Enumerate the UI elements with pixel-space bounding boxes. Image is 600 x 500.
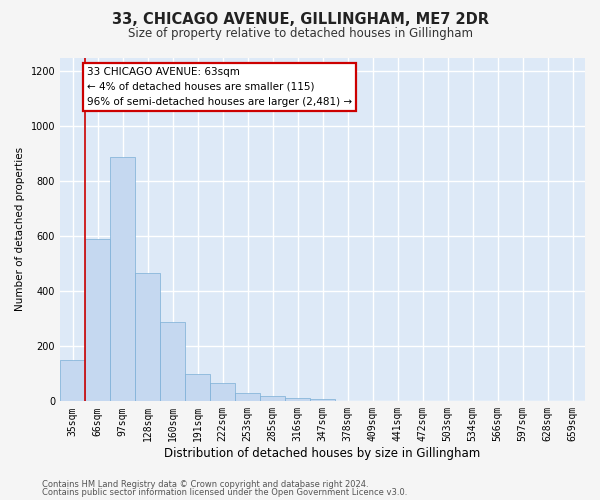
X-axis label: Distribution of detached houses by size in Gillingham: Distribution of detached houses by size … bbox=[164, 447, 481, 460]
Text: Contains public sector information licensed under the Open Government Licence v3: Contains public sector information licen… bbox=[42, 488, 407, 497]
Bar bbox=[235, 393, 260, 402]
Text: 33, CHICAGO AVENUE, GILLINGHAM, ME7 2DR: 33, CHICAGO AVENUE, GILLINGHAM, ME7 2DR bbox=[112, 12, 488, 26]
Bar bbox=[135, 274, 160, 402]
Bar bbox=[160, 322, 185, 402]
Bar bbox=[185, 374, 210, 402]
Bar bbox=[310, 398, 335, 402]
Bar bbox=[210, 384, 235, 402]
Bar bbox=[110, 156, 135, 402]
Bar bbox=[60, 360, 85, 402]
Text: 33 CHICAGO AVENUE: 63sqm
← 4% of detached houses are smaller (115)
96% of semi-d: 33 CHICAGO AVENUE: 63sqm ← 4% of detache… bbox=[87, 67, 352, 106]
Bar bbox=[260, 396, 285, 402]
Bar bbox=[85, 239, 110, 402]
Y-axis label: Number of detached properties: Number of detached properties bbox=[15, 148, 25, 312]
Text: Size of property relative to detached houses in Gillingham: Size of property relative to detached ho… bbox=[128, 28, 473, 40]
Bar bbox=[285, 398, 310, 402]
Text: Contains HM Land Registry data © Crown copyright and database right 2024.: Contains HM Land Registry data © Crown c… bbox=[42, 480, 368, 489]
